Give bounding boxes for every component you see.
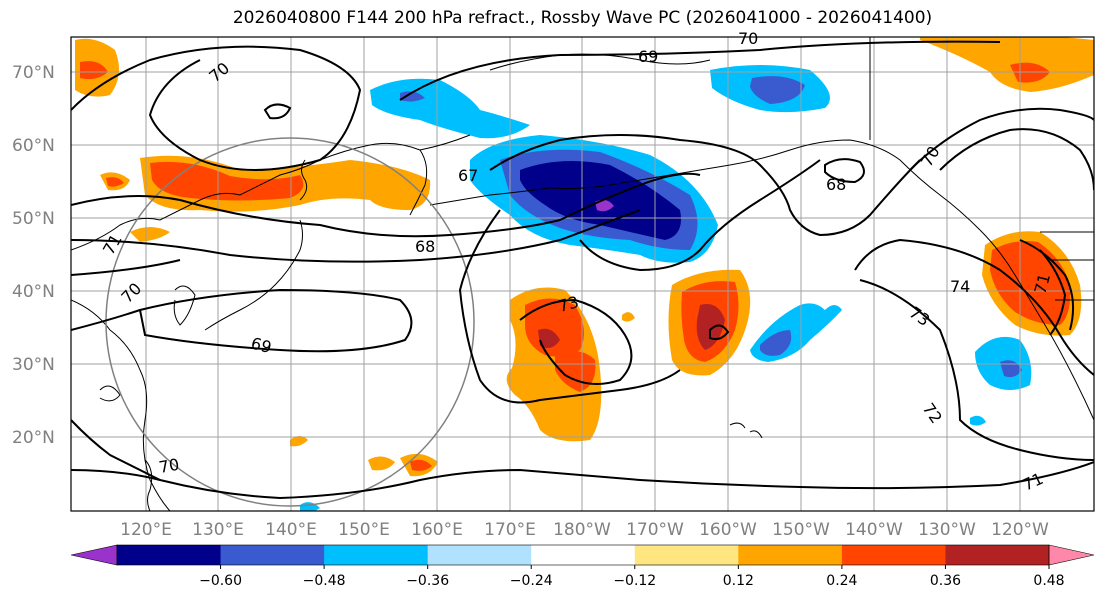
longitude-labels: 120°E 130°E 140°E 150°E 160°E 170°E 180°… (120, 520, 1049, 540)
graticule (71, 37, 1094, 511)
lat-label-40n: 40°N (12, 282, 55, 302)
colorbar-tick-label: 0.48 (1033, 573, 1064, 589)
colorbar-segment (738, 545, 843, 565)
colorbar-segment (531, 545, 636, 565)
contour-label: 71 (1031, 271, 1055, 296)
colorbar-extend-low (70, 544, 118, 566)
lat-label-70n: 70°N (12, 63, 55, 83)
contour-label: 68 (826, 175, 846, 194)
colorbar-tick-label: 0.24 (826, 573, 857, 589)
lat-label-60n: 60°N (12, 136, 55, 156)
colorbar-segment (945, 545, 1050, 565)
colorbar-segment (324, 545, 429, 565)
contour-label: 70 (157, 455, 180, 477)
contour-label: 73 (556, 292, 581, 316)
contours (71, 40, 1094, 500)
colorbar-tick-label: −0.48 (303, 573, 346, 589)
colorbar-segment (220, 545, 325, 565)
contour-label: 68 (415, 237, 435, 256)
contour-label: 69 (249, 334, 274, 358)
colorbar-tick-label: −0.36 (406, 573, 449, 589)
lon-label: 130°W (918, 520, 976, 540)
colorbar-tick-label: −0.60 (199, 573, 242, 589)
latitude-labels: 70°N 60°N 50°N 40°N 30°N 20°N (12, 63, 55, 448)
contour-label: 74 (950, 277, 970, 296)
colorbar-tick-label: −0.12 (613, 573, 656, 589)
colorbar-outline (116, 544, 1050, 566)
colorbar-tick-label: 0.36 (930, 573, 961, 589)
lon-label: 120°E (120, 520, 172, 540)
lon-label: 170°E (484, 520, 536, 540)
lon-label: 130°E (192, 520, 244, 540)
colorbar: −0.60 −0.48 −0.36 −0.24 −0.12 0.12 0.24 0.36 0.4… (70, 544, 1095, 589)
colorbar-extend-high (1048, 544, 1095, 566)
lon-label: 140°E (265, 520, 317, 540)
colorbar-tick-label: 0.12 (723, 573, 754, 589)
lon-label: 150°W (772, 520, 830, 540)
map-border (70, 36, 1095, 512)
lon-label: 180°W (553, 520, 611, 540)
colorbar-segment (427, 545, 532, 565)
lat-label-20n: 20°N (12, 428, 55, 448)
colorbar-tick-label: −0.24 (510, 573, 553, 589)
map-title: 2026040800 F144 200 hPa refract., Rossby… (232, 8, 933, 28)
colorbar-segment (634, 545, 739, 565)
colorbar-segment (117, 545, 222, 565)
colorbar-segment (841, 545, 946, 565)
lat-label-50n: 50°N (12, 209, 55, 229)
great-circle (105, 137, 475, 507)
lon-label: 170°W (626, 520, 684, 540)
lat-label-30n: 30°N (12, 355, 55, 375)
lon-label: 160°W (699, 520, 757, 540)
lon-label: 140°W (845, 520, 903, 540)
contour-label: 70 (738, 29, 758, 48)
contour-label: 67 (458, 166, 478, 185)
lon-label: 120°W (991, 520, 1049, 540)
contour-label: 69 (638, 47, 658, 66)
lon-label: 160°E (411, 520, 463, 540)
lon-label: 150°E (338, 520, 390, 540)
